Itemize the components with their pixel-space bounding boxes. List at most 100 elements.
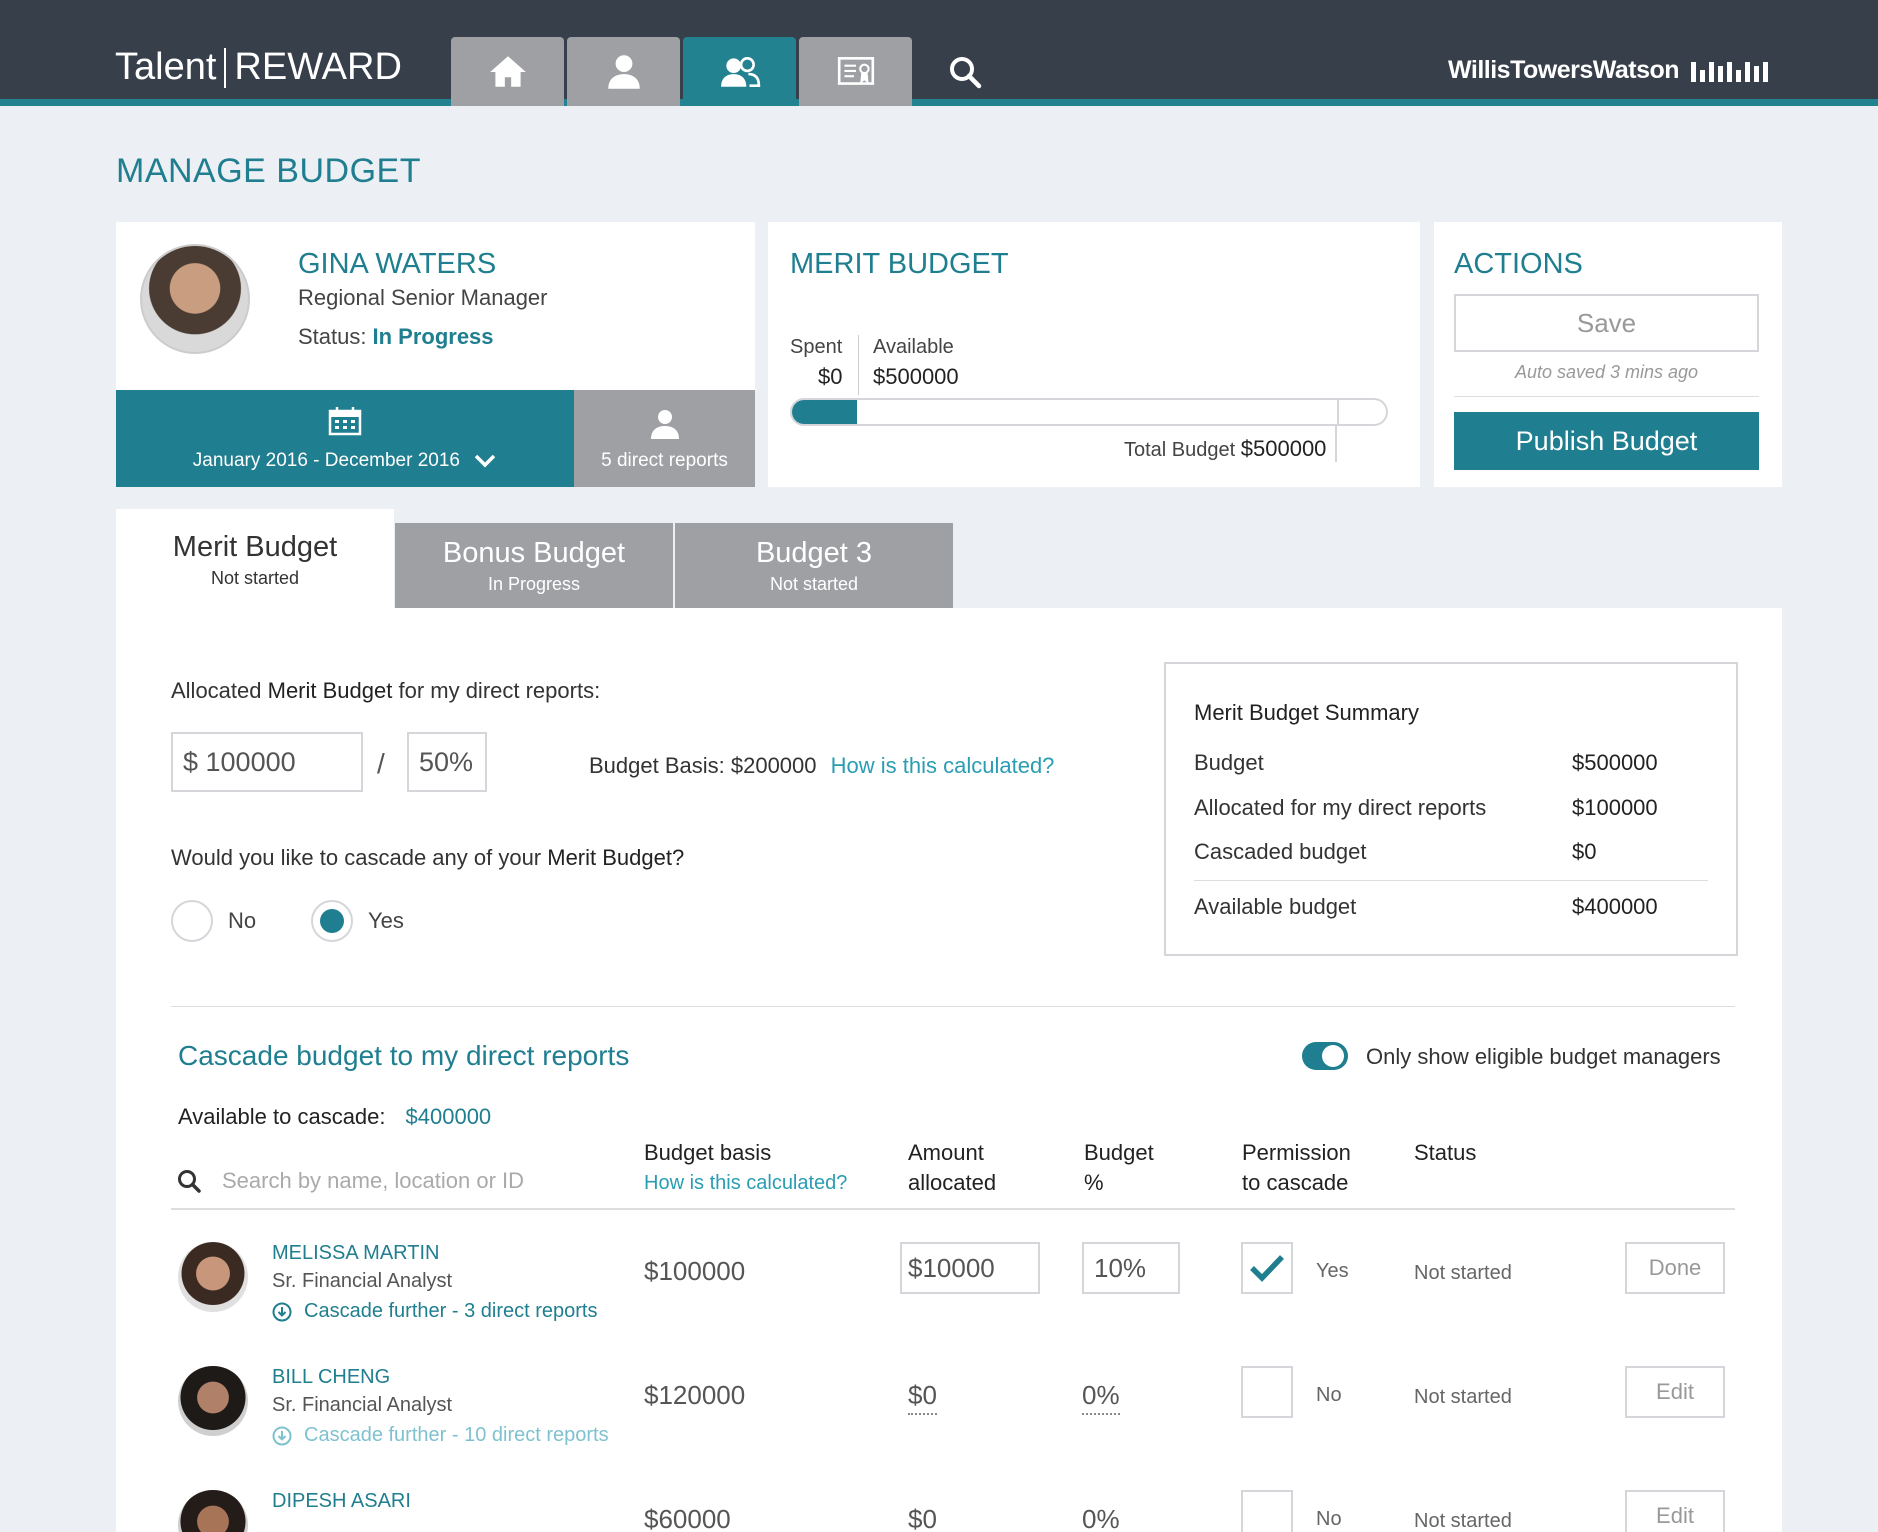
merit-budget-panel: Allocated Merit Budget for my direct rep…	[116, 608, 1782, 1532]
summary-value: $0	[1572, 839, 1597, 864]
direct-reports-button[interactable]: 5 direct reports	[574, 390, 755, 487]
total-budget: Total Budget $500000	[1124, 436, 1326, 462]
chevron-down-icon	[475, 454, 496, 468]
summary-value-available: $400000	[1572, 894, 1658, 919]
cascade-further-text: Cascade further - 10 direct reports	[304, 1424, 609, 1446]
budget-progress-bar	[790, 398, 1388, 426]
page-title: MANAGE BUDGET	[116, 152, 421, 190]
calendar-icon	[328, 407, 362, 436]
header-permission: Permission to cascade	[1242, 1138, 1351, 1198]
budget-progress-fill	[792, 400, 858, 424]
permission-checkbox[interactable]	[1241, 1366, 1293, 1418]
period-selector[interactable]: January 2016 - December 2016	[116, 390, 574, 487]
employee-name-link[interactable]: DIPESH ASARI	[272, 1490, 411, 1512]
budget-percent-input[interactable]: 10%	[1082, 1242, 1180, 1294]
merit-budget-card: MERIT BUDGET Spent $0 Available $500000 …	[768, 222, 1420, 487]
cascade-further-link[interactable]: Cascade further - 10 direct reports	[272, 1424, 609, 1447]
summary-row: Available budget $400000	[1194, 894, 1664, 920]
header-budget-percent: Budget %	[1084, 1138, 1154, 1198]
allocated-amount-input[interactable]: $ 100000	[171, 732, 363, 792]
amount-allocated-input[interactable]: $10000	[900, 1242, 1040, 1294]
permission-value: Yes	[1316, 1260, 1349, 1282]
merit-budget-summary: Merit Budget Summary Budget $500000 Alloc…	[1164, 662, 1738, 956]
search-input[interactable]: Search by name, location or ID	[222, 1168, 525, 1193]
tab-status: Not started	[210, 568, 300, 588]
available-value: $500000	[873, 364, 959, 389]
edit-button[interactable]: Edit	[1625, 1490, 1725, 1532]
header-text: to cascade	[1242, 1170, 1349, 1195]
nav-tab-team[interactable]	[683, 37, 796, 106]
how-calculated-link[interactable]: How is this calculated?	[830, 753, 1055, 778]
available-to-cascade: Available to cascade: $400000	[178, 1104, 491, 1130]
budget-percent-editable[interactable]: 0%	[1082, 1504, 1120, 1532]
header-how-calculated-link[interactable]: How is this calculated?	[644, 1172, 848, 1194]
table-row: BILL CHENG Sr. Financial Analyst Cascade…	[116, 1346, 1782, 1470]
search-icon	[178, 1170, 201, 1193]
permission-checkbox[interactable]	[1241, 1242, 1293, 1294]
total-budget-value: $500000	[1240, 436, 1327, 461]
manager-name: GINA WATERS	[298, 248, 497, 280]
tab-merit-budget[interactable]: Merit Budget Not started	[116, 509, 394, 609]
budget-progress-marker	[1337, 400, 1339, 424]
summary-label: Allocated for my direct reports	[1194, 795, 1487, 820]
budget-basis-value: $100000	[644, 1256, 746, 1286]
permission-checkbox[interactable]	[1241, 1490, 1293, 1532]
allocated-percent-input[interactable]: 50%	[407, 732, 487, 792]
row-status: Not started	[1414, 1262, 1512, 1284]
tab-bonus-budget[interactable]: Bonus Budget In Progress	[395, 523, 673, 609]
summary-title: Merit Budget Summary	[1194, 700, 1419, 725]
brand-reward: REWARD	[234, 46, 402, 88]
summary-row: Cascaded budget $0	[1194, 839, 1664, 865]
publish-budget-button[interactable]: Publish Budget	[1454, 412, 1759, 470]
summary-value: $500000	[1572, 750, 1658, 775]
available-label: Available	[873, 336, 954, 358]
summary-divider	[1194, 880, 1708, 881]
partner-mark-icon	[1691, 60, 1769, 82]
header-budget-basis: Budget basis How is this calculated?	[644, 1138, 847, 1198]
nav-tab-home[interactable]	[451, 37, 564, 106]
tab-label: Bonus Budget	[442, 537, 626, 569]
avatar	[140, 244, 250, 354]
done-button[interactable]: Done	[1625, 1242, 1725, 1294]
cascade-further-link[interactable]: Cascade further - 3 direct reports	[272, 1300, 597, 1323]
tab-budget-3[interactable]: Budget 3 Not started	[675, 523, 953, 609]
nav-tab-certificate[interactable]	[799, 37, 912, 106]
cascade-question-bold: Merit Budget?	[547, 845, 685, 870]
partner-logo: WillisTowersWatson	[1448, 56, 1769, 85]
employee-role: Sr. Financial Analyst	[272, 1270, 453, 1292]
actions-title: ACTIONS	[1454, 248, 1583, 280]
manager-role: Regional Senior Manager	[298, 285, 548, 310]
eligible-managers-toggle[interactable]	[1302, 1042, 1348, 1070]
period-text: January 2016 - December 2016	[116, 450, 574, 472]
allocation-label-post: for my direct reports:	[392, 678, 601, 703]
available-to-cascade-value: $400000	[405, 1104, 492, 1129]
tab-label: Merit Budget	[172, 531, 338, 563]
amount-allocated-editable[interactable]: $0	[908, 1504, 937, 1532]
amount-allocated-editable[interactable]: $0	[908, 1380, 937, 1415]
cascade-no-radio[interactable]	[171, 900, 213, 942]
arrow-down-circle-icon	[272, 1302, 292, 1321]
section-divider	[171, 1006, 1735, 1007]
brand-logo[interactable]: Talent REWARD	[115, 46, 402, 89]
allocation-label-pre: Allocated	[171, 678, 268, 703]
edit-button[interactable]: Edit	[1625, 1366, 1725, 1418]
autosave-note: Auto saved 3 mins ago	[1514, 362, 1699, 382]
search-icon[interactable]	[945, 52, 985, 92]
nav-tab-profile[interactable]	[567, 37, 680, 106]
cascade-yes-radio[interactable]	[311, 900, 353, 942]
employee-name-link[interactable]: BILL CHENG	[272, 1366, 391, 1388]
spent-divider	[858, 335, 859, 395]
permission-value: No	[1316, 1508, 1342, 1530]
table-header-divider	[171, 1208, 1735, 1210]
employee-name-link[interactable]: MELISSA MARTIN	[272, 1242, 440, 1264]
actions-card: ACTIONS Save Auto saved 3 mins ago Publi…	[1434, 222, 1782, 487]
total-tick	[1335, 426, 1337, 462]
header-text: Budget basis	[644, 1140, 772, 1165]
cascade-section-title: Cascade budget to my direct reports	[178, 1040, 630, 1071]
budget-basis-text: Budget Basis: $200000	[589, 753, 817, 778]
save-button[interactable]: Save	[1454, 294, 1759, 352]
partner-name: WillisTowersWatson	[1448, 56, 1680, 84]
cascade-question-pre: Would you like to cascade any of your	[171, 845, 548, 870]
budget-percent-editable[interactable]: 0%	[1082, 1380, 1120, 1415]
spent-value: $0	[818, 364, 843, 389]
